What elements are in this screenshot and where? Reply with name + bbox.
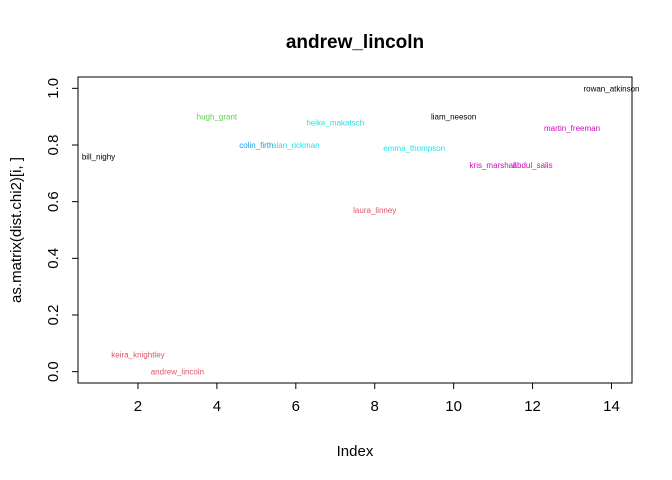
point-liam-neeson: liam_neeson <box>431 113 476 122</box>
chart-title: andrew_lincoln <box>286 32 424 53</box>
point-alan-rickman: alan_rickman <box>272 141 320 150</box>
x-tick-label: 4 <box>213 398 221 415</box>
point-rowan-atkinson: rowan_atkinson <box>583 84 639 93</box>
point-labels: bill_nighy keira_knightley andrew_lincoln h… <box>82 84 640 376</box>
point-keira-knightley: keira_knightley <box>111 351 164 360</box>
x-tick-label: 10 <box>445 398 462 415</box>
y-tick-label: 0.2 <box>45 305 62 326</box>
x-tick-label: 6 <box>292 398 300 415</box>
y-tick-label: 0.8 <box>45 135 62 156</box>
point-heike-makatsch: heike_makatsch <box>306 118 364 127</box>
point-colin-firth: colin_firth <box>239 141 273 150</box>
point-martin-freeman: martin_freeman <box>544 124 600 133</box>
point-emma-thompson: emma_thompson <box>383 144 445 153</box>
x-tick-label: 12 <box>524 398 541 415</box>
y-axis-label: as.matrix(dist.chi2)[i, ] <box>8 157 25 303</box>
x-axis: 2 4 6 8 10 12 14 <box>134 383 620 415</box>
y-tick-label: 0.6 <box>45 191 62 212</box>
x-tick-label: 14 <box>603 398 620 415</box>
point-hugh-grant: hugh_grant <box>197 113 238 122</box>
x-tick-label: 2 <box>134 398 142 415</box>
y-tick-label: 0.0 <box>45 361 62 382</box>
y-axis: 0.0 0.2 0.4 0.6 0.8 1.0 <box>45 78 78 382</box>
point-laura-linney: laura_linney <box>353 206 396 215</box>
y-tick-label: 1.0 <box>45 78 62 99</box>
point-abdul-salis: abdul_salis <box>513 161 553 170</box>
point-andrew-lincoln: andrew_lincoln <box>151 368 204 377</box>
y-tick-label: 0.4 <box>45 248 62 269</box>
x-tick-label: 8 <box>371 398 379 415</box>
point-bill-nighy: bill_nighy <box>82 152 115 161</box>
point-kris-marshall: kris_marshall <box>470 161 517 170</box>
x-axis-label: Index <box>337 443 374 460</box>
plot-area-frame <box>77 76 633 384</box>
